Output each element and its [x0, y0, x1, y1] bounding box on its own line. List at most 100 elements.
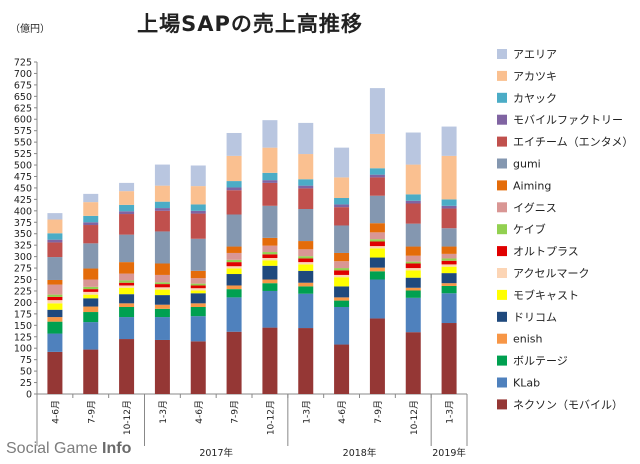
bar-segment	[119, 273, 135, 281]
x-tick-label: 10-12月	[409, 400, 420, 435]
bar-segment	[226, 252, 242, 260]
y-tick-label: 450	[14, 183, 32, 194]
bar-segment	[441, 208, 457, 229]
bar-segment	[262, 327, 278, 394]
y-tick-label: 700	[14, 69, 32, 80]
x-tick-label: 4-6月	[50, 400, 61, 424]
bar-segment	[154, 210, 170, 232]
legend-swatch	[497, 355, 507, 366]
bar-segment	[262, 180, 278, 183]
bar-segment	[441, 228, 457, 247]
bar-segment	[405, 200, 421, 204]
bar-segment	[334, 300, 350, 307]
bar-segment	[119, 306, 135, 318]
legend-swatch	[497, 136, 507, 147]
bar-segment	[154, 263, 170, 275]
bar-segment	[226, 190, 242, 215]
bar-segment	[369, 239, 385, 242]
bar-segment	[405, 246, 421, 256]
bar-segment	[83, 322, 99, 350]
bar-segment	[441, 126, 457, 156]
bar-segment	[47, 239, 63, 243]
legend-swatch	[497, 180, 507, 191]
bar-segment	[190, 283, 206, 286]
bar-segment	[226, 187, 242, 191]
legend-label: ケイブ	[513, 222, 546, 236]
bar-segment	[334, 207, 350, 226]
bar-segment	[405, 194, 421, 201]
bar-segment	[47, 219, 63, 234]
bar-segment	[369, 267, 385, 272]
bar-segment	[154, 185, 170, 202]
bar-segment	[154, 304, 170, 309]
bar-segment	[441, 266, 457, 274]
legend-swatch	[497, 158, 507, 169]
bar-segment	[190, 306, 206, 317]
bar-segment	[441, 323, 457, 394]
bar-segment	[83, 294, 99, 299]
bar-segment	[298, 122, 314, 155]
bar-segment	[262, 245, 278, 253]
bar-segment	[119, 339, 135, 394]
bar-segment	[405, 287, 421, 291]
bar-segment	[405, 277, 421, 288]
y-tick-label: 150	[14, 321, 32, 332]
legend-swatch	[497, 202, 507, 213]
bar-segment	[369, 232, 385, 240]
bar-segment	[119, 262, 135, 274]
bar-segment	[154, 317, 170, 340]
y-tick-label: 525	[14, 149, 32, 160]
bar-segment	[119, 303, 135, 307]
bar-segment	[334, 261, 350, 269]
legend-swatch	[497, 70, 507, 81]
bar-segment	[334, 277, 350, 287]
bar-segment	[334, 147, 350, 178]
y-tick-label: 725	[14, 58, 32, 69]
y-tick-label: 50	[20, 367, 32, 378]
y-tick-label: 575	[14, 126, 32, 137]
bar-segment	[369, 223, 385, 233]
bar-segment	[226, 331, 242, 394]
bar-segment	[298, 282, 314, 287]
bar-segment	[441, 285, 457, 294]
bar-segment	[83, 279, 99, 287]
bar-segment	[298, 179, 314, 186]
legend-label: カヤック	[513, 92, 557, 105]
bar-segment	[154, 295, 170, 305]
bar-segment	[441, 205, 457, 209]
bar-segment	[334, 270, 350, 275]
bar-segment	[190, 270, 206, 279]
bar-segment	[226, 266, 242, 269]
bar-segment	[441, 260, 457, 265]
bar-segment	[226, 155, 242, 182]
x-tick-label: 7-9月	[373, 400, 384, 424]
bar-segment	[83, 286, 99, 290]
bar-segment	[226, 285, 242, 290]
watermark-prefix: Social Game	[6, 440, 103, 457]
bar-segment	[298, 258, 314, 263]
bar-segment	[47, 300, 63, 304]
y-tick-label: 350	[14, 229, 32, 240]
bar-segment	[405, 261, 421, 264]
legend-label: enish	[513, 333, 543, 346]
bar-segment	[369, 168, 385, 175]
bar-segment	[226, 268, 242, 275]
bar-segment	[119, 211, 135, 215]
bar-segment	[154, 289, 170, 296]
bar-segment	[441, 273, 457, 284]
bar-segment	[262, 254, 278, 258]
bar-segment	[83, 289, 99, 292]
y-tick-label: 400	[14, 206, 32, 217]
bar-segment	[334, 268, 350, 271]
bar-segment	[47, 303, 63, 310]
bar-segment	[405, 255, 421, 262]
bar-segment	[369, 279, 385, 319]
bar-segment	[83, 225, 99, 244]
bar-segment	[226, 246, 242, 253]
y-tick-label: 200	[14, 298, 32, 309]
bar-segment	[226, 297, 242, 332]
legend-label: KLab	[513, 377, 540, 390]
bar-segment	[154, 164, 170, 186]
bar-segment	[226, 274, 242, 286]
y-tick-label: 650	[14, 92, 32, 103]
